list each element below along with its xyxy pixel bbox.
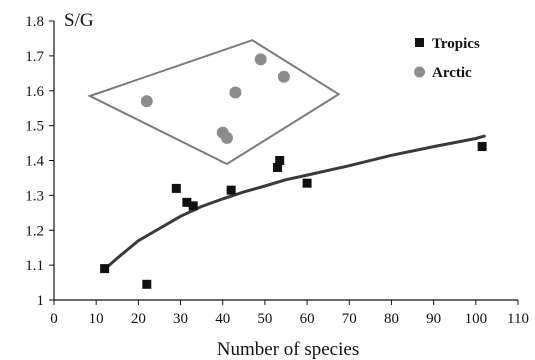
legend: Tropics Arctic xyxy=(414,36,480,81)
fit-curve xyxy=(103,134,486,271)
x-tick-label: 50 xyxy=(257,311,272,327)
y-tick-label: 1.1 xyxy=(25,258,44,274)
y-tick-label: 1.7 xyxy=(25,49,44,65)
y-tick-label: 1.3 xyxy=(25,188,44,204)
x-tick-label: 80 xyxy=(384,311,399,327)
x-tick-label: 40 xyxy=(215,311,230,327)
y-tick-label: 1.4 xyxy=(25,154,44,170)
series-tropics xyxy=(100,142,487,289)
x-tick-label: 0 xyxy=(50,311,58,327)
axes: 0 10 20 30 40 50 60 70 80 90 100 110 1 1.1 1.2 1.3 1.4 1.… xyxy=(25,14,529,327)
x-tick-label: 70 xyxy=(342,311,357,327)
y-tick-label: 1.6 xyxy=(25,84,44,100)
arctic-point xyxy=(254,53,267,66)
legend-marker-arctic xyxy=(414,66,425,78)
tropics-point xyxy=(171,183,181,193)
series-arctic xyxy=(140,53,290,144)
data-points xyxy=(100,53,487,289)
legend-item-tropics: Tropics xyxy=(415,36,480,52)
hull-polygon xyxy=(87,39,341,166)
legend-marker-tropics xyxy=(415,38,424,47)
tropics-point xyxy=(142,279,152,289)
x-tick-label: 100 xyxy=(465,311,488,327)
x-tick-label: 20 xyxy=(131,311,146,327)
y-tick-label: 1 xyxy=(37,293,45,309)
x-tick-label: 30 xyxy=(173,311,188,327)
x-tick-label: 90 xyxy=(426,311,441,327)
tropics-point xyxy=(477,142,487,152)
arctic-hull-outline xyxy=(87,39,341,166)
tropics-point xyxy=(275,156,285,165)
y-axis-label: S/G xyxy=(64,10,94,31)
y-tick-label: 1.8 xyxy=(25,14,44,30)
x-axis-label: Number of species xyxy=(217,339,359,360)
legend-item-arctic: Arctic xyxy=(414,65,472,81)
x-tick-label: 110 xyxy=(507,311,529,327)
fit-curve-line xyxy=(103,134,486,271)
legend-label-tropics: Tropics xyxy=(432,36,480,52)
tropics-point xyxy=(302,178,312,188)
tropics-point xyxy=(182,197,192,207)
x-tick-label: 10 xyxy=(89,311,104,327)
tropics-point xyxy=(273,162,283,172)
legend-label-arctic: Arctic xyxy=(432,65,472,81)
arctic-point xyxy=(229,86,242,99)
tropics-point xyxy=(226,185,236,195)
tropics-point xyxy=(188,201,198,211)
y-tick-label: 1.2 xyxy=(25,223,44,239)
arctic-point xyxy=(140,95,153,108)
x-tick-label: 60 xyxy=(300,311,315,327)
arctic-point xyxy=(277,70,290,83)
arctic-point xyxy=(220,131,233,144)
y-tick-label: 1.5 xyxy=(25,119,44,135)
tropics-point xyxy=(100,264,110,274)
